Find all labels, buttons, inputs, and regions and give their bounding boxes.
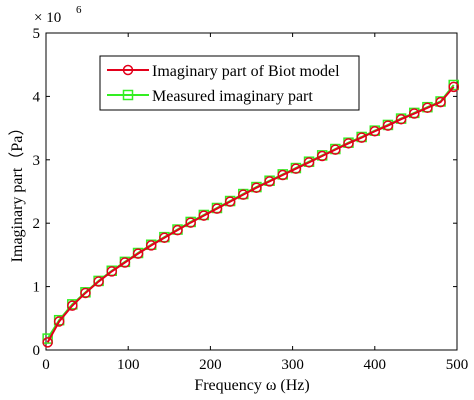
legend: Imaginary part of Biot model Measured im… bbox=[99, 55, 360, 111]
data-point bbox=[172, 224, 183, 236]
data-point bbox=[290, 163, 302, 174]
data-point bbox=[106, 266, 118, 277]
data-point bbox=[382, 120, 394, 131]
data-point bbox=[356, 132, 367, 143]
y-tick-label: 0 bbox=[33, 343, 41, 359]
y-tick-label: 4 bbox=[33, 89, 41, 105]
y-tick-label: 2 bbox=[33, 216, 41, 232]
data-point bbox=[67, 300, 78, 311]
data-point bbox=[159, 232, 170, 244]
y-tick-label: 5 bbox=[33, 26, 41, 42]
legend-marker-biot bbox=[122, 64, 134, 76]
data-point bbox=[395, 113, 407, 125]
ticks: 0 100 200 300 400 500 0 1 2 3 4 5 bbox=[33, 26, 469, 373]
series-biot-model bbox=[42, 81, 459, 348]
data-point bbox=[264, 176, 275, 187]
y-exponent-label: 6 bbox=[76, 4, 82, 16]
y-multiplier-label: × 10 bbox=[34, 10, 61, 26]
x-tick-label: 400 bbox=[364, 357, 387, 373]
data-point bbox=[369, 126, 381, 137]
legend-box bbox=[99, 55, 360, 111]
legend-marker-measured bbox=[122, 89, 134, 101]
series-layer bbox=[42, 79, 459, 348]
data-point bbox=[42, 337, 53, 348]
data-point bbox=[343, 138, 354, 149]
data-point bbox=[422, 102, 433, 114]
x-tick-label: 300 bbox=[281, 357, 304, 373]
data-point bbox=[185, 217, 196, 228]
data-point bbox=[277, 169, 288, 181]
data-point bbox=[448, 81, 459, 93]
data-point bbox=[93, 276, 104, 287]
x-axis-label: Frequency ω (Hz) bbox=[194, 377, 309, 394]
data-point bbox=[303, 157, 315, 168]
data-point bbox=[53, 316, 65, 327]
y-tick-label: 1 bbox=[33, 280, 41, 296]
data-point bbox=[224, 196, 236, 207]
x-tick-label: 0 bbox=[42, 357, 50, 373]
data-point bbox=[42, 333, 53, 344]
data-point bbox=[145, 240, 157, 251]
data-point bbox=[238, 189, 249, 200]
data-point bbox=[330, 144, 341, 155]
data-point bbox=[316, 150, 328, 162]
data-point bbox=[211, 203, 223, 214]
data-point bbox=[409, 108, 420, 119]
x-tick-label: 100 bbox=[117, 357, 140, 373]
legend-label-measured: Measured imaginary part bbox=[152, 88, 313, 105]
data-point bbox=[251, 182, 262, 193]
y-tick-label: 3 bbox=[33, 153, 41, 169]
data-point bbox=[132, 248, 144, 259]
legend-label-biot: Imaginary part of Biot model bbox=[152, 63, 340, 80]
data-point bbox=[80, 287, 91, 299]
data-point bbox=[435, 96, 446, 108]
x-tick-label: 500 bbox=[446, 357, 469, 373]
data-point bbox=[198, 210, 210, 221]
x-tick-label: 200 bbox=[199, 357, 222, 373]
data-point bbox=[119, 257, 131, 268]
y-axis-label: Imaginary part（Pa） bbox=[8, 120, 26, 263]
series-line bbox=[46, 86, 455, 343]
